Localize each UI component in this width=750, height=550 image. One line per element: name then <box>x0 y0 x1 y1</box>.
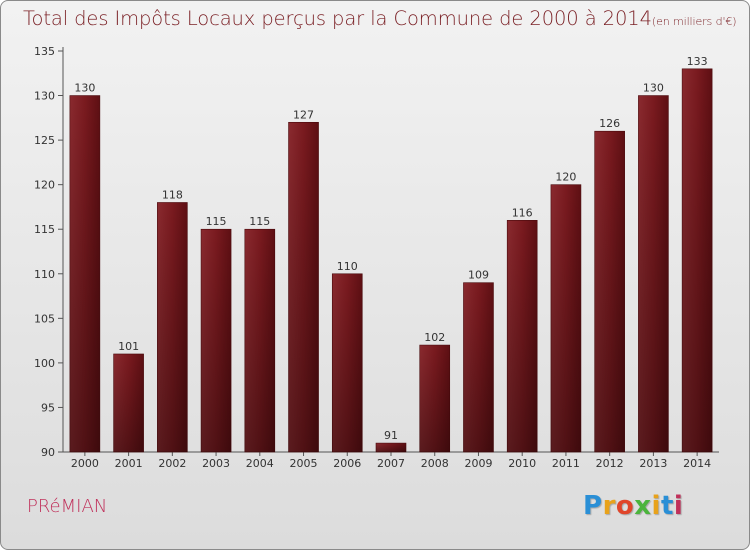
title-unit: (en milliers d'€) <box>651 15 737 28</box>
x-tick-label-2010: 2010 <box>508 457 536 470</box>
x-tick-label-2006: 2006 <box>333 457 361 470</box>
y-tick-label: 135 <box>34 45 55 58</box>
x-tick-label-2009: 2009 <box>464 457 492 470</box>
x-tick-label-2002: 2002 <box>158 457 186 470</box>
x-tick-label-2013: 2013 <box>639 457 667 470</box>
logo-letter: o <box>615 491 635 521</box>
value-label-2005: 127 <box>293 108 314 121</box>
logo-letter: r <box>602 491 616 521</box>
value-label-2002: 118 <box>162 188 183 201</box>
logo-letter: i <box>651 491 661 521</box>
x-tick-label-2014: 2014 <box>683 457 711 470</box>
x-tick-label-2001: 2001 <box>115 457 143 470</box>
x-tick-label-2012: 2012 <box>596 457 624 470</box>
bar-shade-2000 <box>69 95 100 453</box>
bar-shade-2002 <box>157 202 188 452</box>
value-label-2010: 116 <box>512 206 533 219</box>
x-tick-label-2008: 2008 <box>421 457 449 470</box>
bar-shade-2001 <box>113 353 144 452</box>
bar-shade-2014 <box>682 68 713 453</box>
value-label-2009: 109 <box>468 269 489 282</box>
bars <box>69 68 713 453</box>
value-label-2001: 101 <box>118 340 139 353</box>
value-label-2011: 120 <box>555 171 576 184</box>
bar-shade-2009 <box>463 282 494 452</box>
bar-shade-2005 <box>288 122 319 453</box>
value-label-2006: 110 <box>337 260 358 273</box>
y-tick-label: 115 <box>34 223 55 236</box>
logo-letter: x <box>634 491 652 521</box>
y-tick-label: 130 <box>34 90 55 103</box>
y-tick-label: 90 <box>41 446 55 459</box>
bar-shade-2003 <box>201 229 232 452</box>
value-label-2000: 130 <box>74 82 95 95</box>
y-tick-label: 120 <box>34 179 55 192</box>
x-tick-label-2000: 2000 <box>71 457 99 470</box>
data-labels: 130 101 118 115 115 127 110 91 102 109 116 120 126 13… <box>74 55 707 442</box>
bar-shade-2004 <box>244 229 275 452</box>
bar-shade-2013 <box>638 95 669 453</box>
bar-shade-2006 <box>332 273 363 452</box>
value-label-2008: 102 <box>424 331 445 344</box>
y-tick-label: 100 <box>34 357 55 370</box>
value-label-2013: 130 <box>643 82 664 95</box>
value-label-2003: 115 <box>206 215 227 228</box>
y-tick-label: 105 <box>34 312 55 325</box>
x-tick-label-2011: 2011 <box>552 457 580 470</box>
value-label-2004: 115 <box>249 215 270 228</box>
bar-shade-2011 <box>550 184 581 452</box>
x-tick-label-2004: 2004 <box>246 457 274 470</box>
value-label-2007: 91 <box>384 429 398 442</box>
y-tick-label: 110 <box>34 268 55 281</box>
value-label-2014: 133 <box>687 55 708 68</box>
bar-shade-2010 <box>507 220 538 452</box>
commune-name: PRéMIAN <box>27 496 108 517</box>
bar-shade-2007 <box>376 443 406 452</box>
title-main: Total des Impôts Locaux perçus par la Co… <box>23 7 652 30</box>
logo-letter: i <box>673 491 684 521</box>
bar-shade-2008 <box>419 345 450 452</box>
y-tick-label: 125 <box>34 134 55 147</box>
bar-shade-2012 <box>594 131 625 452</box>
x-tick-label-2005: 2005 <box>290 457 318 470</box>
y-tick-label: 95 <box>41 401 55 414</box>
x-tick-label-2007: 2007 <box>377 457 405 470</box>
chart-title: Total des Impôts Locaux perçus par la Co… <box>23 7 737 30</box>
logo-letter: t <box>660 491 674 521</box>
logo-letter: P <box>583 491 603 521</box>
x-tick-label-2003: 2003 <box>202 457 230 470</box>
value-label-2012: 126 <box>599 117 620 130</box>
proxiti-logo: Proxiti <box>583 491 683 521</box>
